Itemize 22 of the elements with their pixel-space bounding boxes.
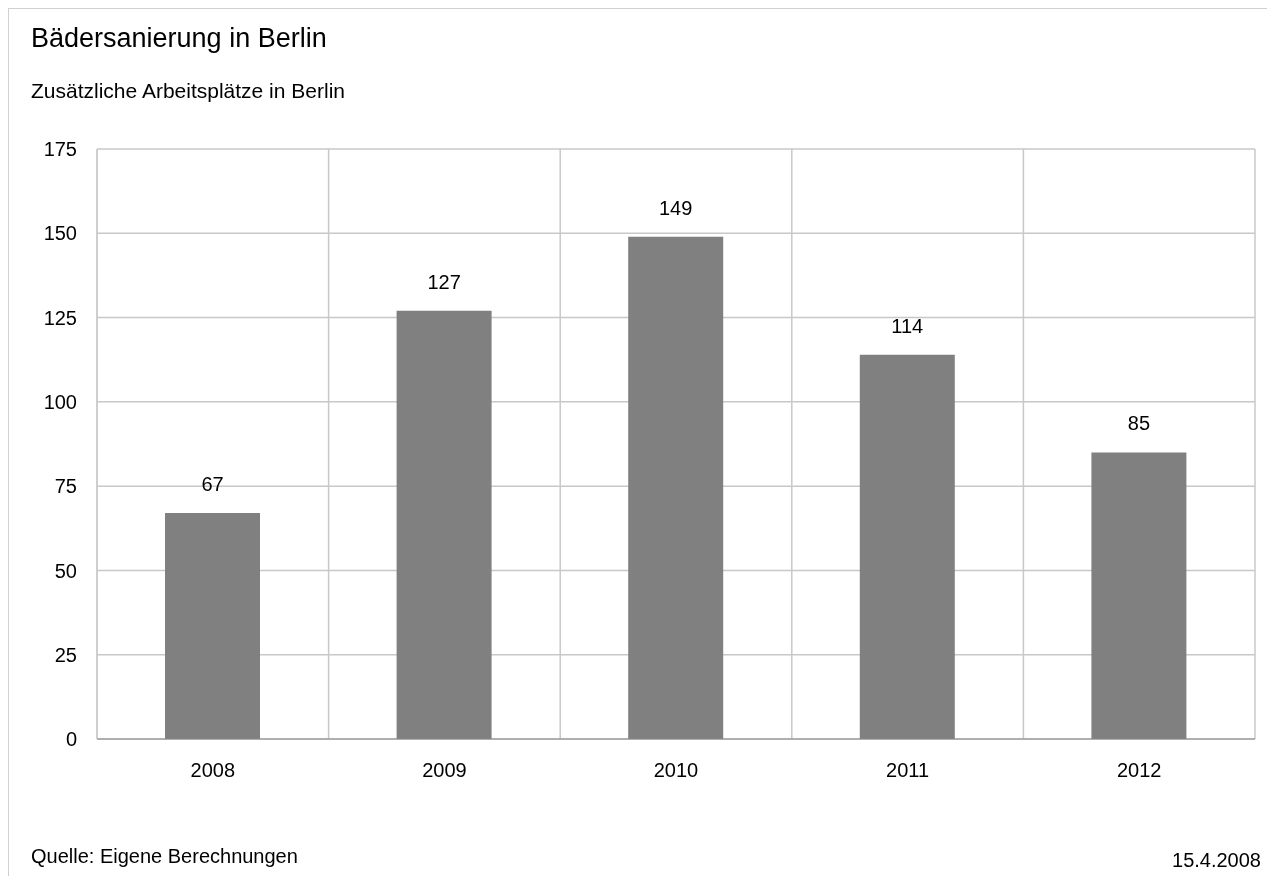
- text: 15.4.2008: [1172, 849, 1261, 872]
- chart-subtitle: Zusätzliche Arbeitsplätze in Berlin: [31, 79, 345, 103]
- x-tick-label: 2008: [190, 759, 236, 782]
- x-tick-label: 2010: [653, 759, 699, 782]
- y-tick-label: 0: [65, 728, 77, 751]
- y-tick-label: 150: [43, 222, 77, 245]
- y-tick-label: 50: [54, 559, 77, 582]
- data-label: 67: [201, 473, 224, 496]
- x-tick-label: 2012: [1116, 759, 1162, 782]
- y-tick-label: 75: [54, 475, 77, 498]
- source-note: Quelle: Eigene Berechnungen: [31, 845, 298, 868]
- y-tick-label: 100: [43, 390, 77, 413]
- chart-title: Bädersanierung in Berlin: [31, 23, 327, 54]
- data-label: 114: [891, 314, 924, 337]
- data-label: 127: [427, 270, 461, 293]
- data-label: 85: [1127, 412, 1151, 435]
- y-tick-label: 175: [43, 138, 77, 161]
- x-tick-label: 2009: [422, 759, 467, 782]
- data-label: 149: [659, 196, 693, 219]
- y-tick-label: 125: [43, 306, 77, 329]
- x-tick-label: 2011: [886, 759, 930, 782]
- y-tick-label: 25: [54, 643, 77, 666]
